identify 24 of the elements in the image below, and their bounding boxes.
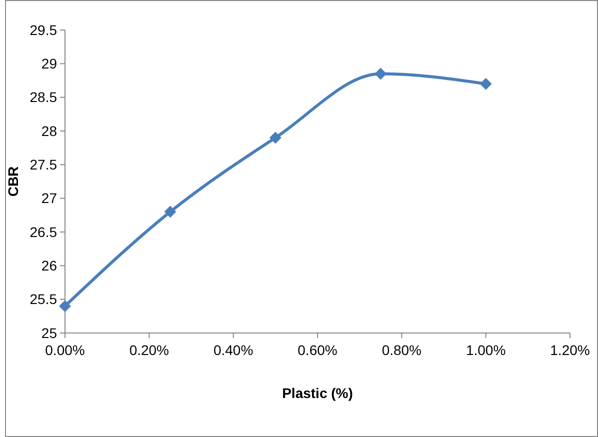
x-tick-label: 0.60% — [298, 342, 338, 358]
y-tick-label: 25.5 — [30, 291, 58, 308]
point — [59, 300, 71, 312]
y-tick-label: 29.5 — [30, 22, 58, 38]
x-axis-title: Plastic (%) — [282, 385, 353, 401]
point — [374, 68, 387, 80]
y-tick-label: 25 — [41, 324, 58, 341]
point — [480, 78, 492, 90]
y-axis-title: CBR — [5, 166, 21, 197]
y-tick-label: 26 — [41, 258, 58, 274]
point — [269, 132, 282, 144]
x-tick-label: 1.00% — [466, 342, 506, 358]
y-tick-label: 26.5 — [30, 224, 58, 240]
y-tick-label: 27 — [41, 190, 58, 206]
x-tick-label: 0.80% — [382, 342, 422, 358]
point — [164, 206, 176, 218]
x-tick-label: 0.40% — [213, 342, 254, 358]
y-tick-label: 27.5 — [30, 156, 58, 173]
x-tick-label: 1.20% — [550, 342, 590, 358]
y-tick-label: 28.5 — [30, 89, 58, 106]
x-tick-label: 0.20% — [129, 342, 170, 358]
x-tick-label: 0.00% — [45, 342, 85, 358]
y-tick-label: 29 — [41, 56, 58, 72]
y-tick-label: 28 — [41, 122, 58, 139]
